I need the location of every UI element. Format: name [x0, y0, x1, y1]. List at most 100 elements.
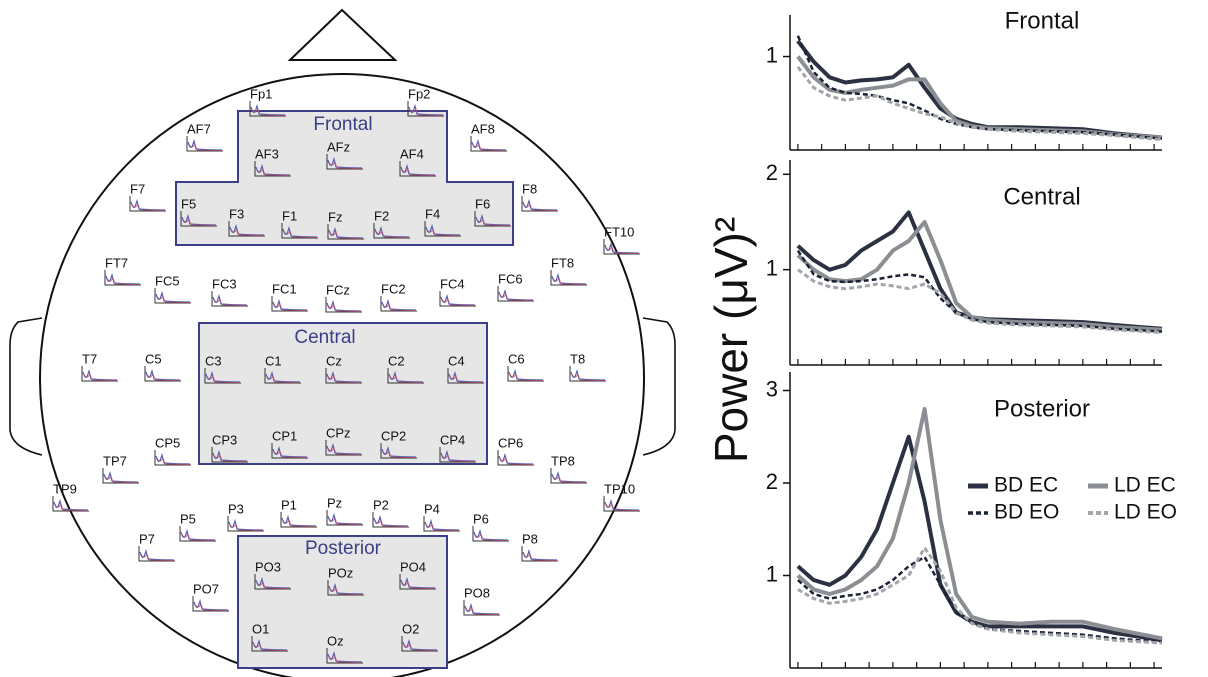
mini-spectrum	[266, 374, 301, 383]
mini-spectrum	[448, 370, 484, 383]
mini-axis	[327, 580, 364, 596]
mini-spectrum	[375, 229, 410, 238]
mini-axis	[179, 526, 216, 542]
mini-spectrum	[327, 446, 362, 455]
electrode-label: F5	[181, 196, 196, 211]
mini-axis	[325, 368, 362, 384]
electrode-label: AF3	[255, 146, 279, 161]
mini-spectrum	[401, 580, 436, 589]
electrode-label: CP2	[381, 428, 406, 443]
mini-axis	[380, 443, 417, 459]
electrode-label: C2	[388, 353, 405, 368]
region-label: Posterior	[305, 538, 382, 559]
mini-axis	[424, 221, 461, 237]
mini-axis	[399, 161, 436, 177]
mini-axis	[325, 440, 362, 456]
mini-spectrum	[400, 163, 436, 176]
mini-axis	[326, 154, 363, 170]
mini-spectrum	[449, 374, 484, 383]
mini-axis	[470, 136, 507, 152]
mini-spectrum	[328, 582, 364, 595]
mini-spectrum	[273, 449, 308, 458]
mini-spectrum	[498, 452, 534, 465]
mini-axis	[372, 512, 409, 528]
mini-axis	[507, 366, 544, 382]
mini-spectrum	[229, 522, 264, 531]
mini-spectrum	[104, 474, 139, 483]
mini-axis	[474, 211, 511, 227]
mini-axis	[180, 211, 217, 227]
y-axis-label: Power (μV)²	[705, 217, 757, 463]
mini-spectrum	[382, 302, 417, 311]
legend-label: LD EO	[1114, 501, 1177, 524]
mini-spectrum	[213, 453, 248, 462]
y-tick-label: 1	[766, 42, 778, 67]
electrode-label: FCz	[326, 282, 350, 297]
mini-spectrum	[499, 456, 534, 465]
mini-axis	[569, 366, 606, 382]
electrode-label: POz	[328, 565, 353, 580]
mini-axis	[154, 288, 191, 304]
mini-axis	[254, 574, 291, 590]
mini-spectrum	[464, 602, 500, 615]
series-line	[796, 35, 1163, 140]
mini-axis	[401, 636, 438, 652]
electrode-label: CP5	[155, 435, 180, 450]
mini-spectrum	[230, 227, 265, 236]
electrode-label: P8	[522, 531, 538, 546]
mini-axis	[271, 296, 308, 312]
mini-spectrum	[474, 532, 509, 541]
electrode-label: O2	[402, 621, 419, 636]
mini-spectrum	[522, 198, 558, 211]
mini-spectrum	[256, 167, 291, 176]
mini-spectrum	[213, 297, 248, 306]
mini-spectrum	[194, 602, 229, 611]
mini-spectrum	[381, 298, 417, 311]
mini-spectrum	[472, 142, 507, 151]
mini-spectrum	[327, 650, 363, 663]
mini-spectrum	[255, 576, 291, 589]
mini-spectrum	[283, 229, 318, 238]
nose	[287, 8, 398, 61]
mini-axis	[280, 512, 317, 528]
mini-spectrum	[425, 223, 461, 236]
electrode-label: AFz	[327, 139, 350, 154]
electrode-label: FC3	[212, 276, 237, 291]
mini-spectrum	[523, 202, 558, 211]
mini-spectrum	[552, 276, 587, 285]
mini-spectrum	[374, 518, 409, 527]
mini-spectrum	[440, 449, 476, 462]
mini-spectrum	[403, 642, 438, 651]
mini-spectrum	[476, 217, 511, 226]
mini-spectrum	[187, 138, 223, 151]
legend-label: BD EO	[994, 501, 1059, 524]
mini-axis	[52, 496, 89, 512]
mini-spectrum	[326, 370, 362, 383]
series-line	[796, 39, 1163, 140]
region-label: Central	[294, 327, 355, 348]
mini-spectrum	[105, 272, 141, 285]
electrode-label: TP7	[103, 453, 127, 468]
mini-axis	[326, 510, 363, 526]
mini-axis	[254, 161, 291, 177]
electrode-label: TP8	[551, 453, 575, 468]
mini-spectrum	[498, 288, 534, 301]
electrode-label: AF8	[471, 121, 495, 136]
electrode-label: PO7	[193, 581, 219, 596]
mini-axis	[521, 546, 558, 562]
mini-axis	[186, 136, 223, 152]
mini-spectrum	[605, 245, 640, 254]
mini-spectrum	[82, 368, 118, 381]
mini-axis	[327, 224, 364, 240]
mini-axis	[497, 286, 534, 302]
mini-spectrum	[522, 548, 558, 561]
mini-spectrum	[255, 163, 291, 176]
mini-axis	[326, 648, 363, 664]
mini-spectrum	[440, 293, 476, 306]
mini-axis	[271, 443, 308, 459]
series-line	[796, 434, 1163, 643]
electrode-label: C3	[205, 353, 222, 368]
mini-spectrum	[188, 142, 223, 151]
electrode-label: T7	[82, 351, 97, 366]
mini-spectrum	[424, 518, 460, 531]
